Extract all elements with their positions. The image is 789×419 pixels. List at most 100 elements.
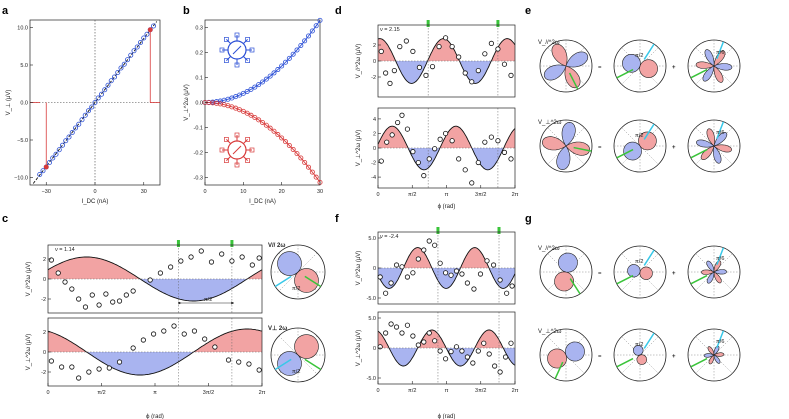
- y-tick-label: 0: [373, 59, 376, 65]
- data-point: [432, 146, 438, 152]
- data-point: [453, 268, 460, 274]
- data-point-lower: [309, 169, 315, 175]
- axis-green-total: [573, 146, 592, 152]
- y-tick-label: 0.0: [20, 101, 28, 107]
- axis-cyan-dipole: [643, 123, 655, 140]
- y-axis-label: V_//^2ω (μV): [356, 251, 362, 286]
- rose-lobe: [696, 139, 715, 148]
- x-tick-label: 20: [279, 189, 285, 195]
- y-tick-label: 10.0: [17, 26, 28, 32]
- polar-rose: [687, 245, 741, 299]
- rose-lobe: [706, 271, 715, 284]
- data-point: [236, 359, 242, 365]
- polar-label-c2: V⊥ 2ω: [268, 325, 287, 332]
- negative-fill: [48, 279, 262, 301]
- axis-cyan-dipole: [643, 332, 655, 349]
- data-point: [157, 270, 163, 276]
- green-marker: [230, 240, 234, 247]
- data-point: [50, 155, 56, 161]
- data-point-upper: [271, 70, 277, 76]
- data-point: [63, 138, 69, 144]
- data-point-lower: [248, 112, 254, 118]
- data-point-upper: [298, 42, 304, 48]
- data-point: [256, 367, 262, 373]
- data-point: [198, 248, 204, 254]
- y-tick-label: -5.0: [367, 376, 376, 382]
- equals-sign: =: [598, 271, 602, 277]
- data-point: [432, 338, 438, 344]
- y-tick-label: -5.0: [367, 296, 376, 302]
- data-point: [432, 242, 438, 248]
- polar-dipole: [613, 328, 667, 382]
- data-point-lower: [294, 151, 300, 157]
- data-point: [95, 95, 101, 101]
- y-tick-label: -2: [371, 75, 376, 81]
- green-marker: [436, 227, 440, 234]
- data-point: [501, 61, 508, 67]
- y-tick-label: -0.2: [194, 151, 203, 157]
- data-point: [112, 74, 118, 80]
- panel-label-d: d: [335, 5, 342, 17]
- axis-green-dipole: [616, 148, 634, 159]
- subplot-0: -2 0 2 V_//^2ω (μV): [356, 24, 516, 98]
- data-point: [118, 65, 124, 71]
- x-tick-label: 0: [376, 388, 379, 394]
- data-point: [121, 61, 127, 67]
- x-tick-label: 3π/2: [203, 390, 214, 396]
- data-point: [391, 68, 397, 74]
- data-point: [383, 290, 389, 296]
- axis-cyan-rose: [716, 121, 725, 140]
- data-point-lower: [267, 125, 273, 131]
- axis-cyan-c1: [274, 275, 292, 288]
- data-point: [115, 70, 121, 76]
- y-tick-label: -0.1: [194, 126, 203, 132]
- device-pad: [245, 37, 250, 42]
- y-tick-label: 5.0: [368, 236, 376, 242]
- data-point: [161, 328, 167, 334]
- y-tick-label: -2: [41, 370, 46, 376]
- dipole-lobe-red: [639, 59, 658, 78]
- device-pad: [224, 37, 229, 42]
- nu-annotation: ν = 1.14: [55, 247, 75, 253]
- data-point: [130, 288, 136, 294]
- data-point: [469, 180, 475, 186]
- x-tick-label: π/2: [97, 390, 105, 396]
- y-axis-label: V_⊥^2ω (μV): [355, 130, 362, 167]
- data-point: [40, 168, 46, 174]
- data-point: [415, 159, 421, 166]
- fit-curve: [377, 329, 516, 367]
- data-point: [377, 344, 383, 350]
- data-point: [388, 321, 394, 327]
- device-pad: [234, 162, 240, 168]
- data-point: [404, 274, 411, 280]
- highlight-point: [43, 164, 49, 170]
- y-axis-label: V_//^2ω (μV): [26, 262, 32, 297]
- fit-curve: [47, 256, 263, 302]
- rose-total: [547, 341, 585, 369]
- data-point: [448, 348, 454, 355]
- y-axis-label: V_⊥^2ω (μV): [25, 334, 32, 371]
- fit-curve: [377, 247, 516, 289]
- data-point: [202, 336, 208, 342]
- data-point: [393, 262, 400, 268]
- rose-lobe: [565, 341, 585, 362]
- polar-grid: [695, 336, 733, 374]
- data-point: [492, 363, 498, 369]
- y-axis-label: V_⊥ (μV): [5, 90, 12, 116]
- data-point: [89, 292, 95, 298]
- x-axis-label: ϕ (rad): [146, 414, 164, 419]
- data-point: [73, 125, 79, 131]
- data-point-lower: [305, 164, 311, 170]
- axis-green-total: [554, 361, 564, 379]
- angle-label-rose: π/6: [716, 130, 724, 136]
- data-point: [437, 260, 443, 266]
- data-point: [125, 57, 131, 63]
- data-point: [442, 356, 449, 362]
- y-tick-label: 0: [373, 266, 376, 272]
- positive-fill: [378, 38, 515, 61]
- data-point-lower: [286, 142, 292, 148]
- data-point: [481, 340, 487, 346]
- data-point: [168, 264, 174, 270]
- axis-green-total: [569, 278, 581, 295]
- row-label: V_//^2ω: [538, 246, 560, 252]
